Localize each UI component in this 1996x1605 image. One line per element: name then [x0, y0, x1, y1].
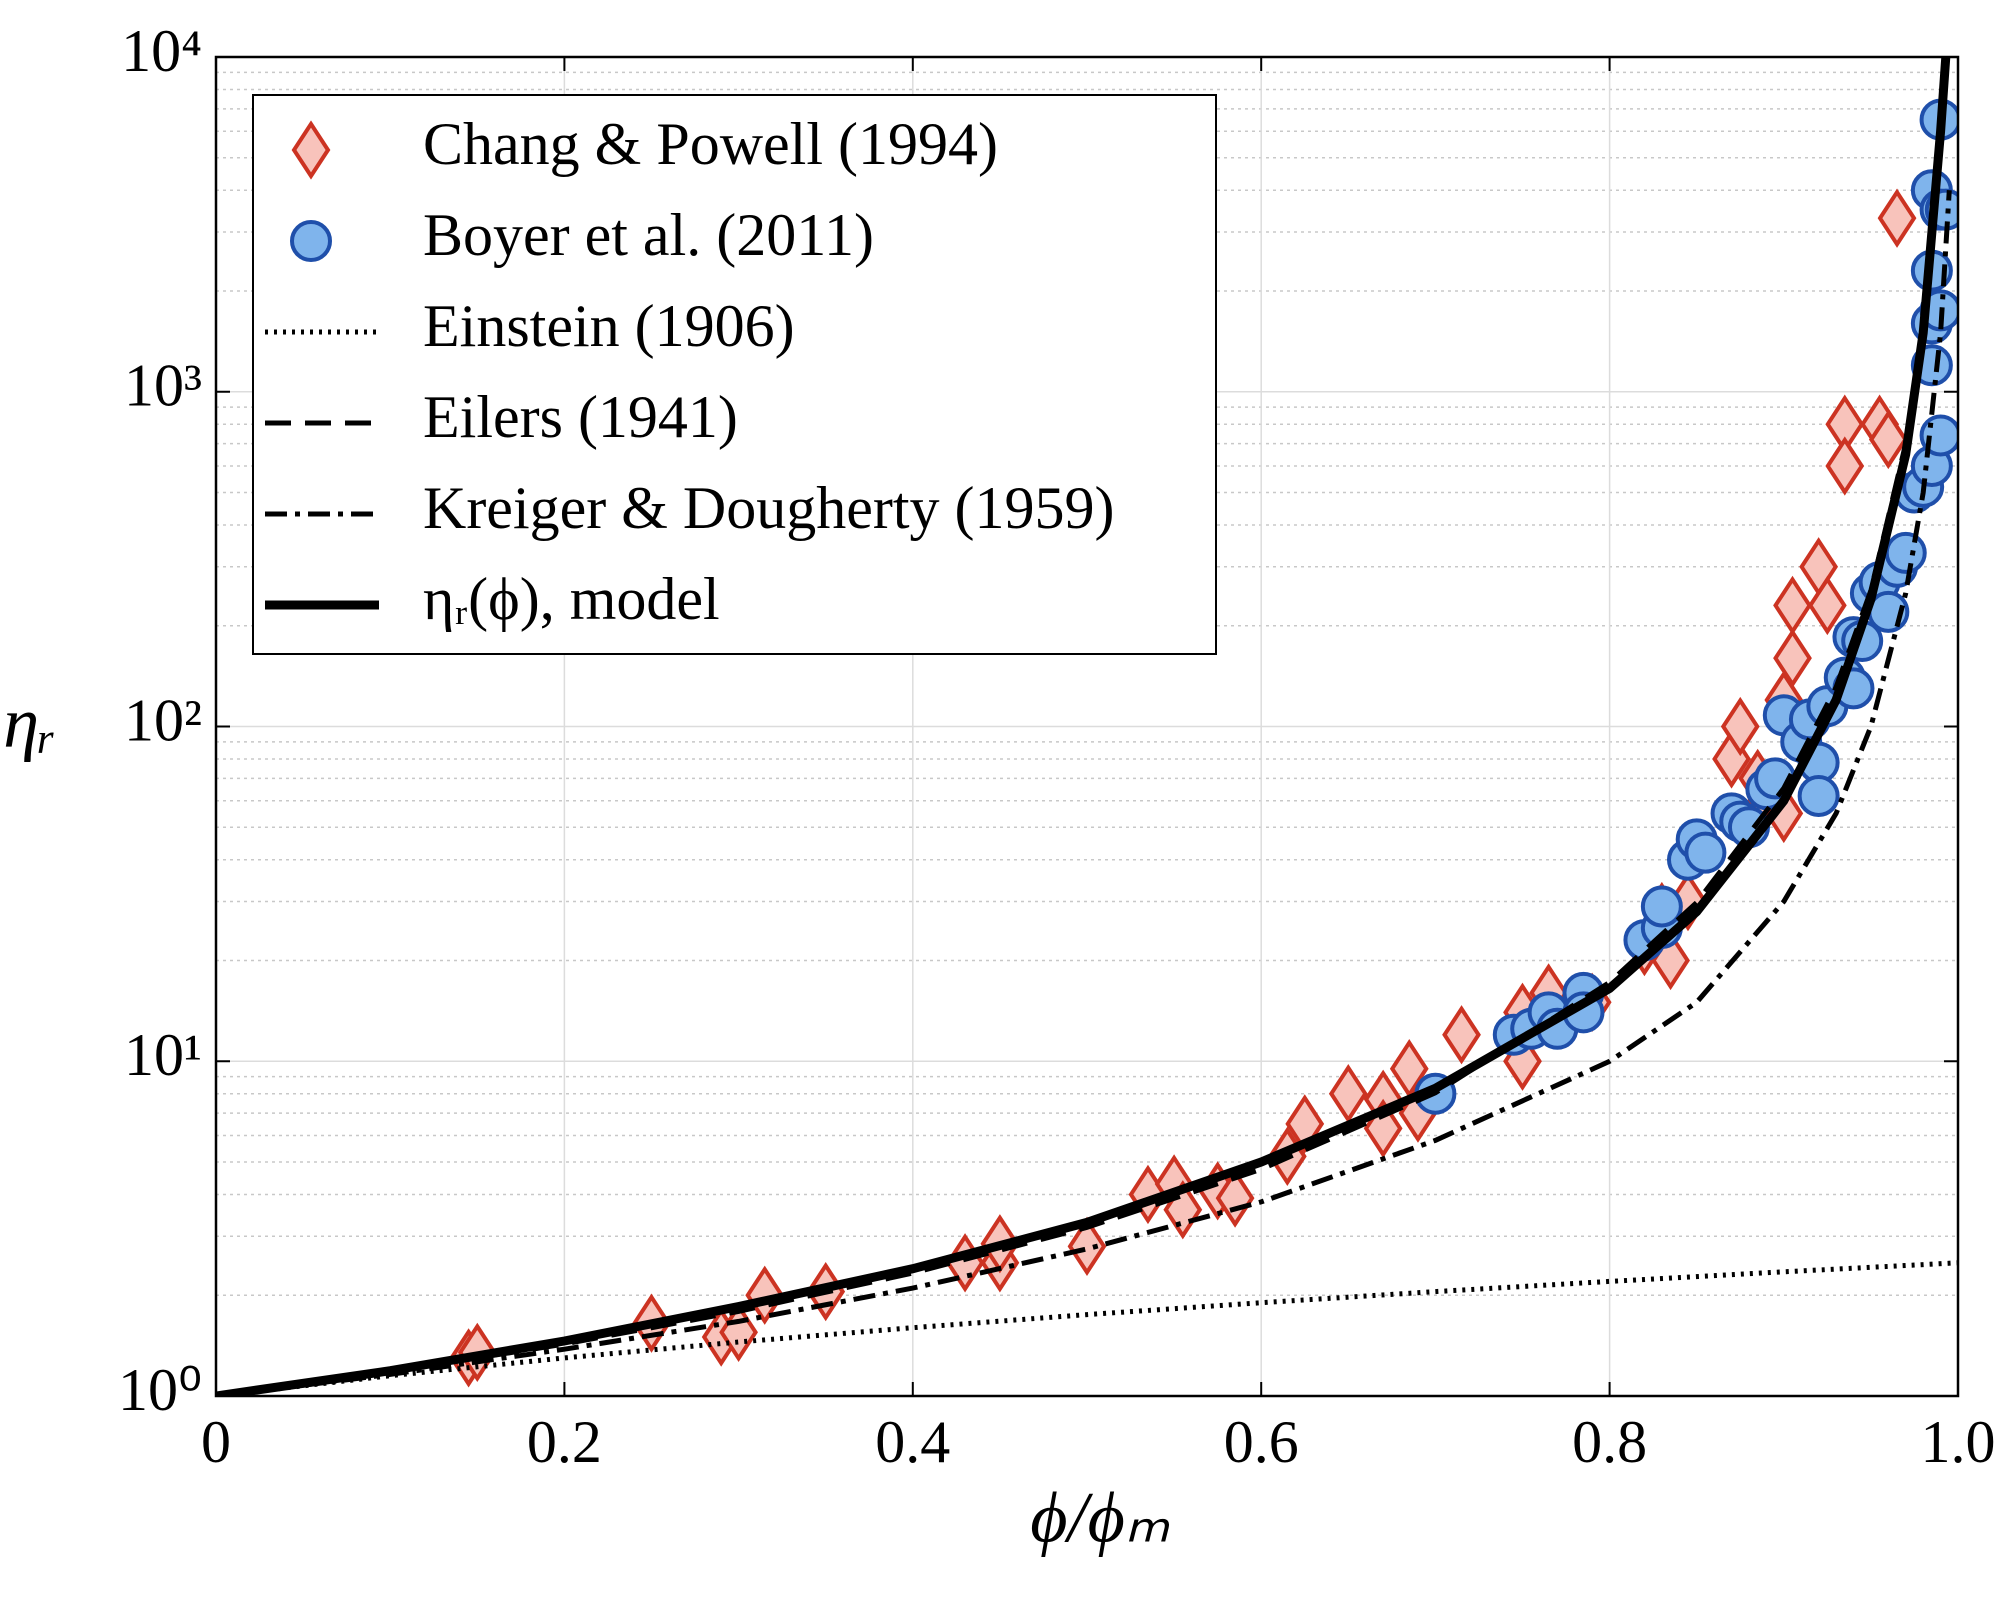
y-tick-label: 10¹	[124, 1022, 202, 1088]
curve	[216, 190, 1952, 1396]
curve	[216, 57, 1951, 1396]
x-tick-label: 0.2	[527, 1409, 602, 1475]
diamond-marker	[745, 1265, 785, 1325]
diamond-marker	[1067, 1216, 1107, 1276]
legend-label: Einstein (1906)	[423, 293, 795, 359]
y-tick-label: 10³	[124, 353, 202, 419]
x-tick-label: 0.8	[1572, 1409, 1647, 1475]
diamond-marker	[1877, 188, 1917, 248]
diamond-marker	[1773, 575, 1812, 636]
x-tick-label: 1.0	[1921, 1409, 1996, 1475]
y-axis-label: ηᵣ	[3, 683, 56, 763]
diamond-marker	[1773, 628, 1812, 688]
y-tick-label: 10²	[124, 687, 202, 753]
circle-marker	[1640, 885, 1683, 928]
x-tick-label: 0.6	[1224, 1409, 1299, 1475]
diamond-marker	[1807, 575, 1847, 636]
y-tick-label: 10⁴	[121, 18, 202, 84]
y-tick-label: 10⁰	[118, 1357, 202, 1423]
x-tick-label: 0.4	[875, 1409, 950, 1475]
plot-frame	[214, 55, 1960, 1398]
diamond-marker	[1868, 409, 1908, 470]
circle-marker	[1684, 831, 1727, 874]
diamond-marker	[1825, 436, 1865, 496]
diamond-marker	[1328, 1064, 1368, 1124]
circle-marker	[290, 220, 332, 262]
legend-label: Eilers (1941)	[423, 384, 738, 450]
diamond-marker	[1442, 1005, 1481, 1065]
x-axis-label: ϕ/ϕₘ	[1030, 1478, 1170, 1558]
legend-label: Chang & Powell (1994)	[423, 111, 998, 177]
plot-area	[216, 57, 1958, 1396]
circle-marker	[1884, 531, 1927, 574]
legend-box	[252, 94, 1217, 655]
diamond-marker	[291, 120, 331, 180]
circle-marker	[1797, 774, 1840, 817]
legend-label: Boyer et al. (2011)	[423, 202, 874, 268]
diamond-marker	[1215, 1168, 1255, 1228]
legend-label: ηᵣ(ϕ), model	[423, 566, 720, 632]
x-tick-label: 0	[201, 1409, 231, 1475]
diamond-marker	[1720, 696, 1760, 757]
diamond-marker	[1285, 1094, 1325, 1154]
curve	[216, 1260, 1958, 1396]
legend-label: Kreiger & Dougherty (1959)	[423, 475, 1114, 541]
